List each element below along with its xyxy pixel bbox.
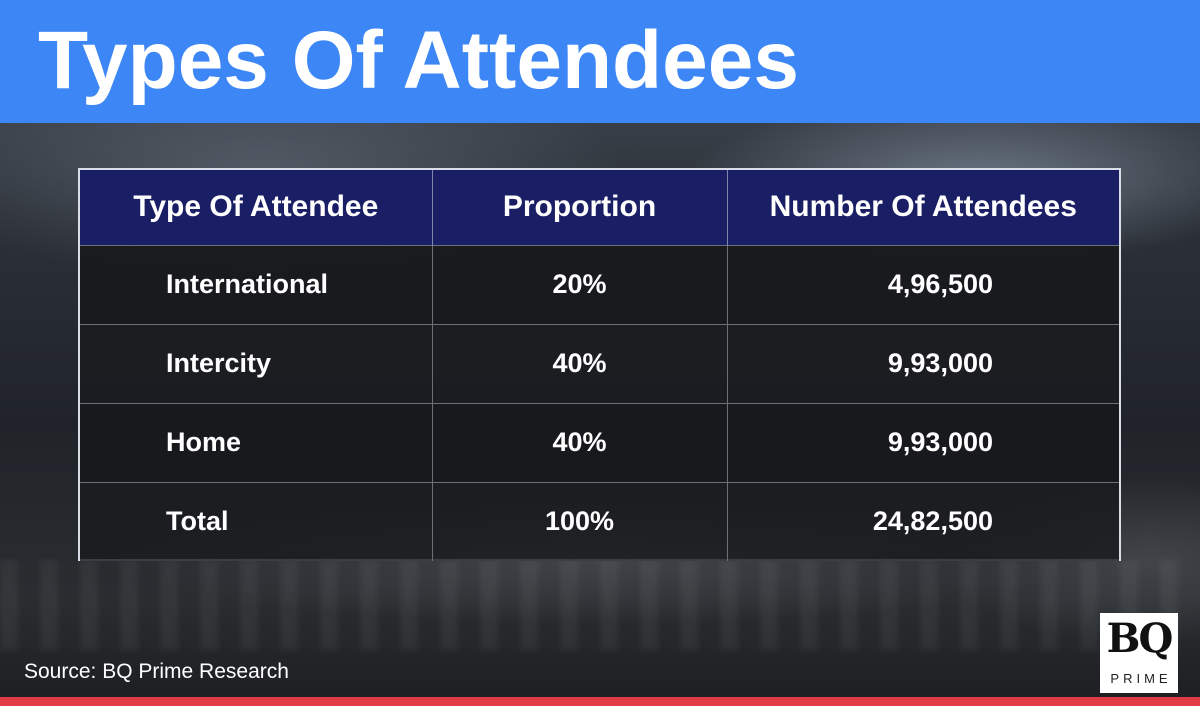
table-row: Home 40% 9,93,000	[80, 402, 1119, 482]
attendee-count-cell: 24,82,500	[726, 481, 1119, 561]
attendee-type-cell: International	[80, 244, 432, 324]
column-header: Proportion	[431, 170, 727, 245]
page-title: Types Of Attendees	[38, 15, 799, 106]
column-header: Type Of Attendee	[133, 190, 379, 224]
attendee-type-cell: Intercity	[80, 323, 432, 403]
attendee-type-cell: Total	[80, 481, 432, 561]
proportion-cell: 20%	[431, 244, 727, 324]
proportion-cell: 40%	[431, 323, 727, 403]
attendee-count-cell: 4,96,500	[726, 244, 1119, 324]
attendee-count-cell: 9,93,000	[726, 402, 1119, 482]
source-note: Source: BQ Prime Research	[24, 660, 289, 683]
attendee-type-cell: Home	[80, 402, 432, 482]
proportion-cell: 40%	[431, 402, 727, 482]
attendee-count-cell: 9,93,000	[726, 323, 1119, 403]
data-table: Type Of Attendee Proportion Number Of At…	[80, 170, 1119, 561]
table-header-row: Type Of Attendee Proportion Number Of At…	[80, 170, 1119, 245]
logo-mark: BQ	[1106, 615, 1174, 662]
attendee-table: Type Of Attendee Proportion Number Of At…	[78, 168, 1121, 561]
logo-subtext: PRIME	[1110, 671, 1172, 686]
bottom-accent-bar	[0, 697, 1200, 706]
table-row-total: Total 100% 24,82,500	[80, 481, 1119, 561]
background-stand-pattern	[0, 560, 1200, 650]
table-row: International 20% 4,96,500	[80, 244, 1119, 324]
title-banner: Types Of Attendees	[0, 0, 1200, 123]
bq-prime-logo: BQ PRIME	[1100, 613, 1178, 693]
column-header: Number Of Attendees	[726, 170, 1119, 245]
proportion-cell: 100%	[431, 481, 727, 561]
table-row: Intercity 40% 9,93,000	[80, 323, 1119, 403]
